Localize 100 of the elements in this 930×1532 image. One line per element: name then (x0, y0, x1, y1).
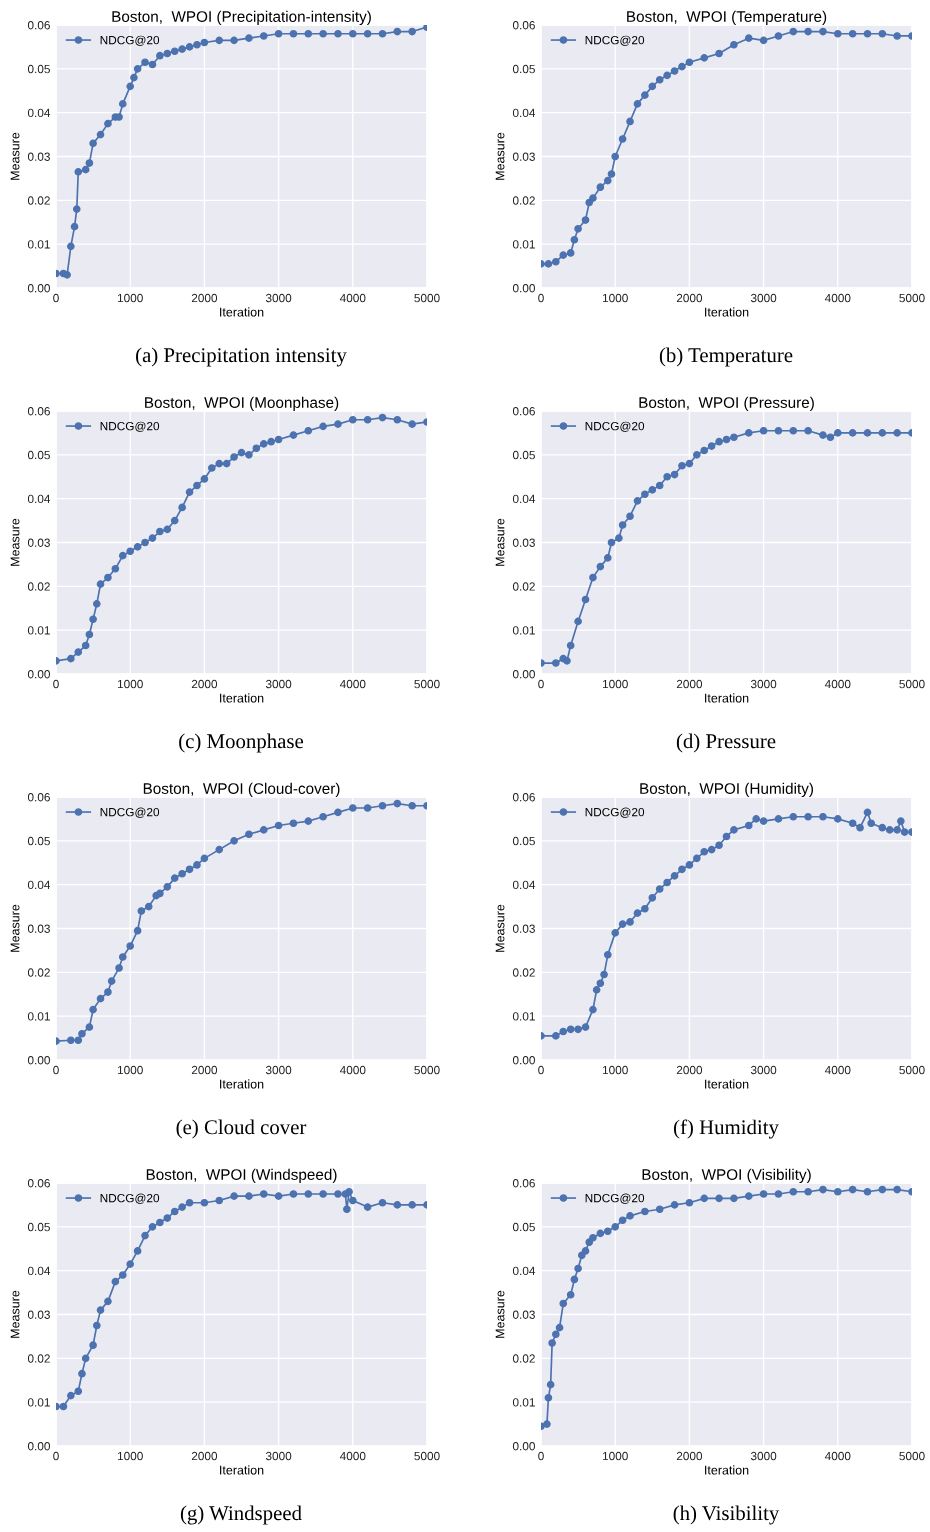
point (848, 29, 857, 38)
y-tick-label: 0.01 (512, 626, 535, 635)
point (626, 1212, 634, 1220)
y-tick-label: 0.06 (512, 1179, 535, 1188)
y-tick-label: 0.03 (512, 152, 535, 161)
text: (d) Pressure (676, 733, 776, 753)
point (759, 426, 768, 435)
point (559, 1299, 568, 1308)
x-tick-label: 2000 (191, 1451, 218, 1461)
point (648, 82, 657, 91)
point (663, 878, 671, 887)
point (566, 1025, 575, 1034)
text: (f) Humidity (673, 1119, 779, 1139)
point (81, 165, 90, 174)
x-axis-title: Iteration (220, 1079, 264, 1089)
point (393, 415, 402, 424)
point (274, 435, 283, 444)
text: (a) Precipitation intensity (136, 347, 347, 367)
point (289, 819, 298, 828)
point (618, 521, 627, 529)
y-tick-label: 0.02 (512, 196, 535, 205)
point (85, 159, 94, 167)
point (663, 472, 671, 481)
point (104, 573, 112, 582)
point (267, 437, 276, 446)
x-tick-label: 5000 (414, 1065, 440, 1075)
point (133, 65, 142, 73)
point (633, 909, 642, 917)
y-tick-label: 0.00 (27, 1056, 50, 1065)
point (670, 67, 679, 75)
point (589, 573, 597, 582)
point (607, 538, 616, 547)
x-tick-label: 5000 (414, 1451, 440, 1461)
point (408, 420, 416, 428)
point (603, 1227, 612, 1236)
point (104, 119, 112, 128)
point (641, 1207, 649, 1216)
point (393, 1201, 402, 1209)
point (566, 249, 575, 257)
y-tick-label: 0.01 (512, 240, 535, 249)
point (596, 979, 605, 988)
y-tick-label: 0.03 (27, 152, 50, 161)
y-axis-title: Measure (495, 132, 505, 180)
point (178, 1203, 186, 1211)
y-tick-label: 0.00 (27, 1442, 50, 1451)
point (334, 29, 342, 38)
point (67, 1391, 75, 1400)
point (178, 45, 186, 53)
x-tick-label: 3000 (265, 293, 292, 303)
point (245, 830, 253, 839)
y-tick-label: 0.01 (27, 240, 50, 249)
y-tick-label: 0.04 (27, 108, 51, 118)
point (348, 29, 357, 38)
point (670, 1201, 679, 1209)
point (685, 459, 694, 468)
point (552, 1330, 560, 1339)
point (707, 845, 716, 854)
x-tick-label: 2000 (191, 1065, 218, 1075)
point (96, 994, 105, 1003)
y-tick-label: 0.02 (27, 968, 50, 977)
point (345, 1187, 353, 1196)
y-axis-title: Measure (495, 518, 505, 566)
point (245, 451, 253, 459)
point (133, 543, 142, 551)
point (274, 1192, 283, 1200)
point (833, 1187, 842, 1196)
chart-title: Boston, WPOI (Visibility) (642, 1168, 811, 1183)
chart-title: Boston, WPOI (Pressure) (639, 396, 814, 411)
point (104, 1297, 112, 1306)
point (863, 29, 872, 38)
point (589, 194, 597, 202)
point (343, 1205, 351, 1214)
chart-title: Boston, WPOI (Temperature) (627, 10, 827, 25)
point (408, 27, 416, 36)
point (207, 464, 216, 472)
point (833, 429, 842, 437)
point (730, 433, 738, 442)
x-tick-label: 0 (53, 1065, 59, 1075)
y-tick-label: 0.04 (27, 494, 51, 504)
point (774, 32, 783, 40)
point (555, 1323, 564, 1332)
point (730, 826, 738, 834)
point (563, 657, 571, 665)
point (107, 977, 116, 985)
point (789, 812, 798, 821)
point (789, 426, 798, 435)
point (552, 659, 560, 667)
point (819, 1185, 827, 1194)
point (804, 812, 812, 821)
y-tick-label: 0.03 (512, 1310, 535, 1319)
point (304, 817, 313, 825)
point (655, 885, 664, 893)
point (96, 580, 105, 588)
point (819, 812, 827, 821)
y-tick-label: 0.05 (512, 1222, 535, 1232)
point (130, 73, 138, 82)
point (819, 27, 827, 36)
chart-title: Boston, WPOI (Windspeed) (146, 1168, 337, 1183)
x-tick-label: 2000 (676, 679, 703, 689)
point (552, 1032, 560, 1040)
